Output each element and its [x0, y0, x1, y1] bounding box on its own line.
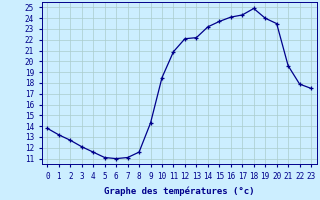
- X-axis label: Graphe des températures (°c): Graphe des températures (°c): [104, 186, 254, 196]
